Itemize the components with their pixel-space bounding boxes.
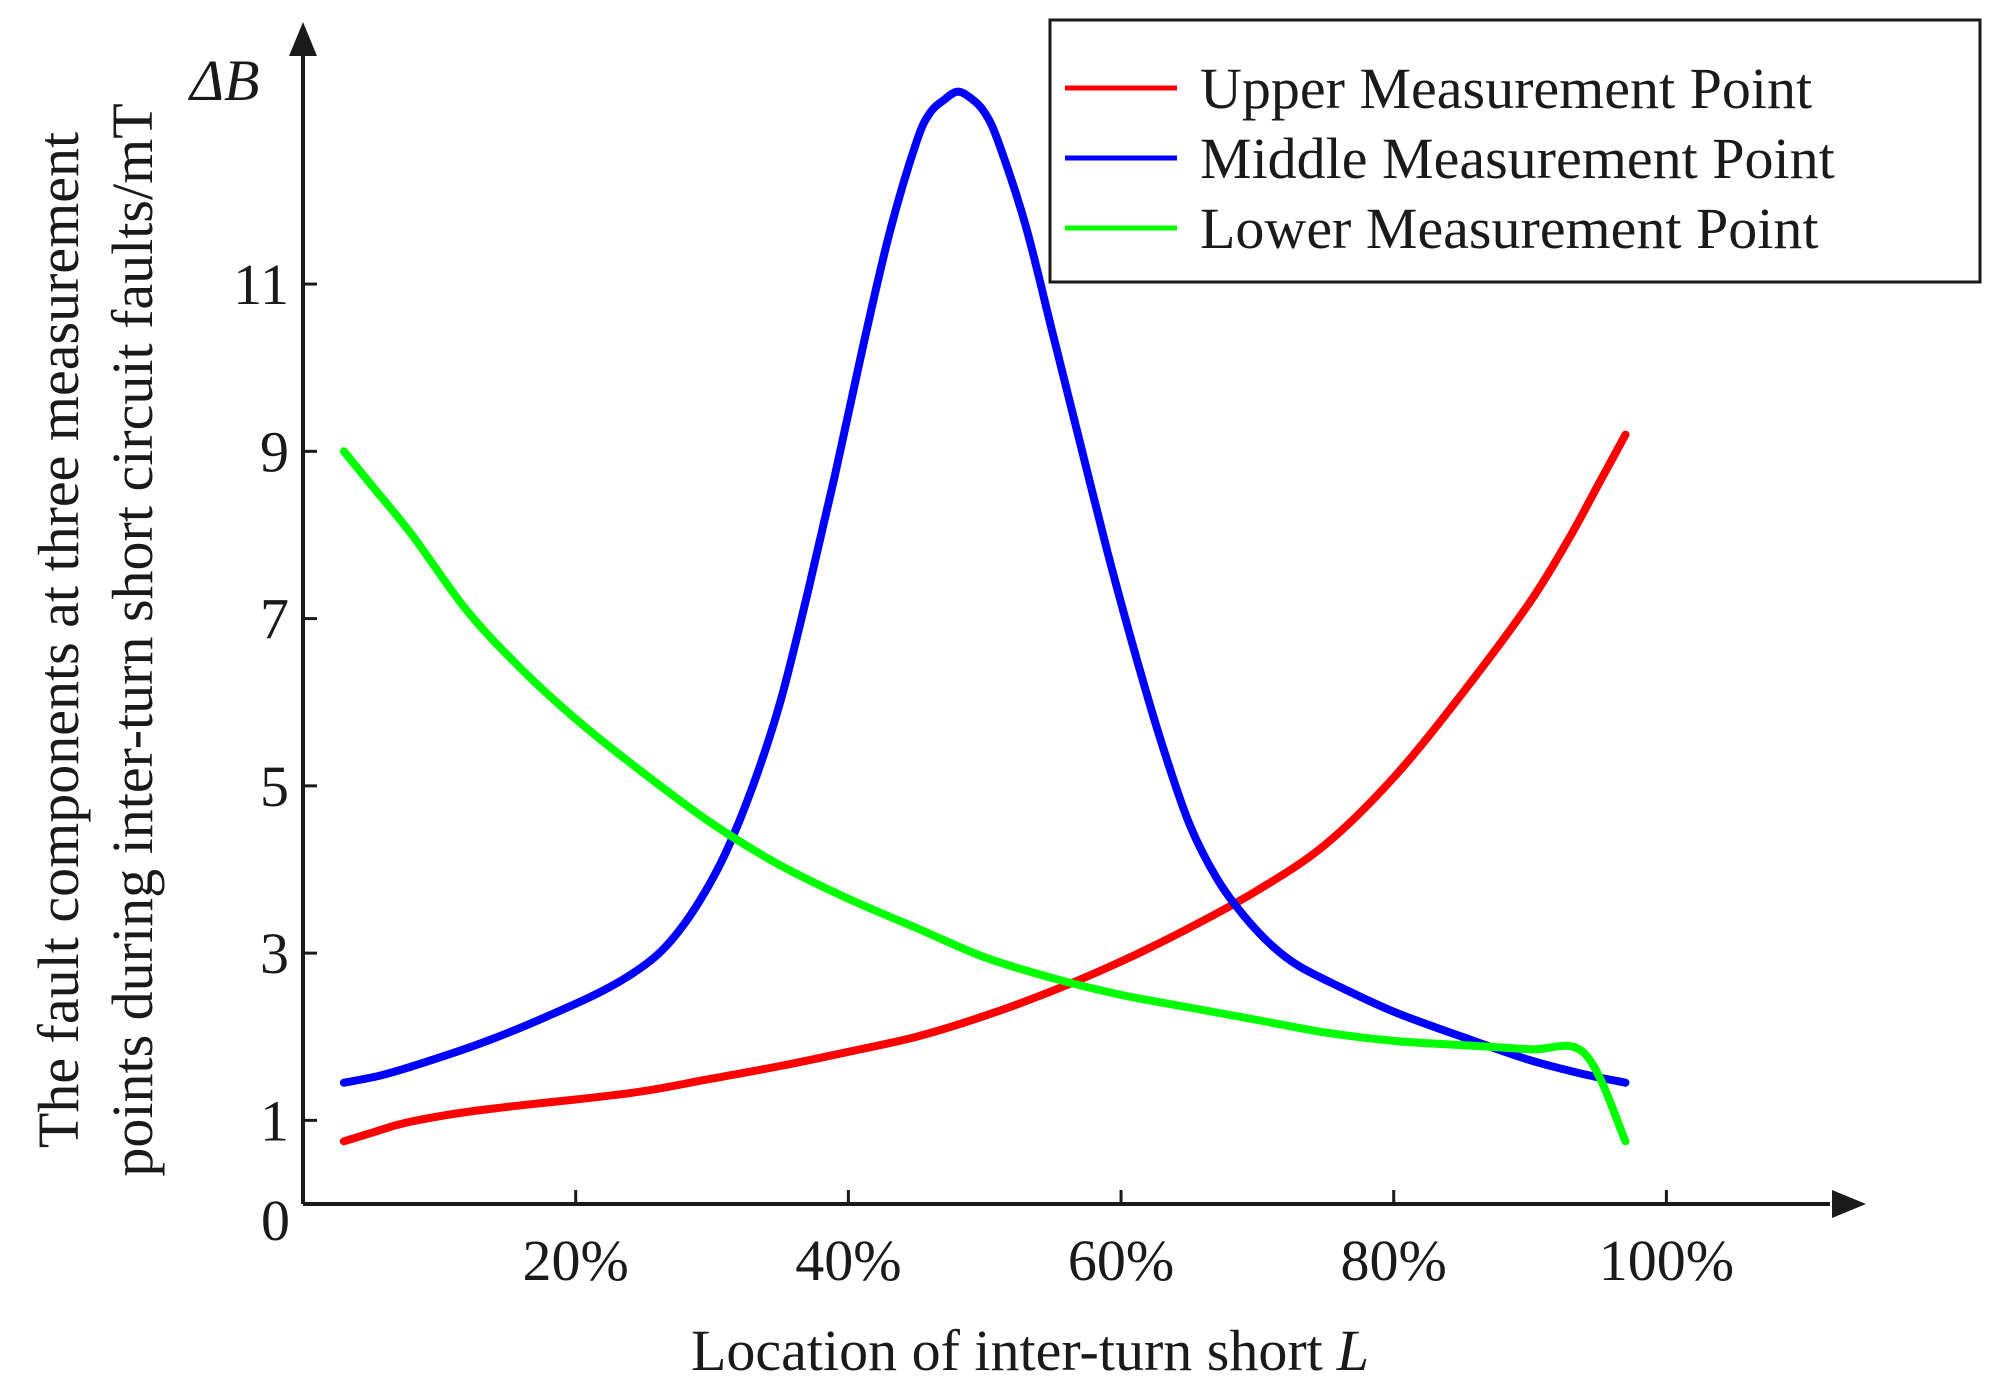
y-axis-title-line-1: The fault components at three measuremen…	[26, 132, 91, 1148]
y-ticks: 1 3 5 7 9 11	[233, 252, 317, 1153]
y-axis-symbol: ΔB	[188, 48, 259, 113]
x-axis-title-var: L	[1336, 1318, 1369, 1383]
legend-box	[1048, 18, 1982, 284]
y-tick-label: 9	[260, 419, 289, 484]
x-axis-title: Location of inter-turn short L	[691, 1318, 1369, 1383]
x-tick-label: 40%	[795, 1228, 901, 1293]
series-line-3	[339, 447, 1630, 1146]
x-tick-label: 100%	[1599, 1228, 1734, 1293]
x-axis-title-text: Location of inter-turn short	[691, 1318, 1323, 1383]
legend-label: Middle Measurement Point	[1200, 126, 1835, 191]
y-axis-title-line-2: points during inter-turn short circuit f…	[100, 103, 165, 1176]
y-axis-title: The fault components at three measuremen…	[26, 103, 165, 1176]
axes	[289, 22, 1866, 1218]
series-line-2	[339, 87, 1630, 1087]
series-line-1	[339, 430, 1630, 1146]
series-group	[339, 87, 1630, 1146]
y-tick-label: 7	[260, 587, 289, 652]
x-ticks: 20% 40% 60% 80% 100%	[523, 1190, 1734, 1293]
x-tick-label: 20%	[523, 1228, 629, 1293]
legend-label: Upper Measurement Point	[1200, 56, 1812, 121]
y-tick-label: 5	[260, 754, 289, 819]
y-axis-arrow	[289, 22, 317, 56]
y-tick-label: 1	[260, 1088, 289, 1153]
x-tick-label: 60%	[1068, 1228, 1174, 1293]
y-tick-label: 11	[233, 252, 289, 317]
y-tick-label: 3	[260, 921, 289, 986]
legend-label: Lower Measurement Point	[1200, 196, 1819, 261]
x-tick-label: 80%	[1341, 1228, 1447, 1293]
x-axis-arrow	[1832, 1190, 1866, 1218]
origin-label: 0	[261, 1188, 290, 1253]
